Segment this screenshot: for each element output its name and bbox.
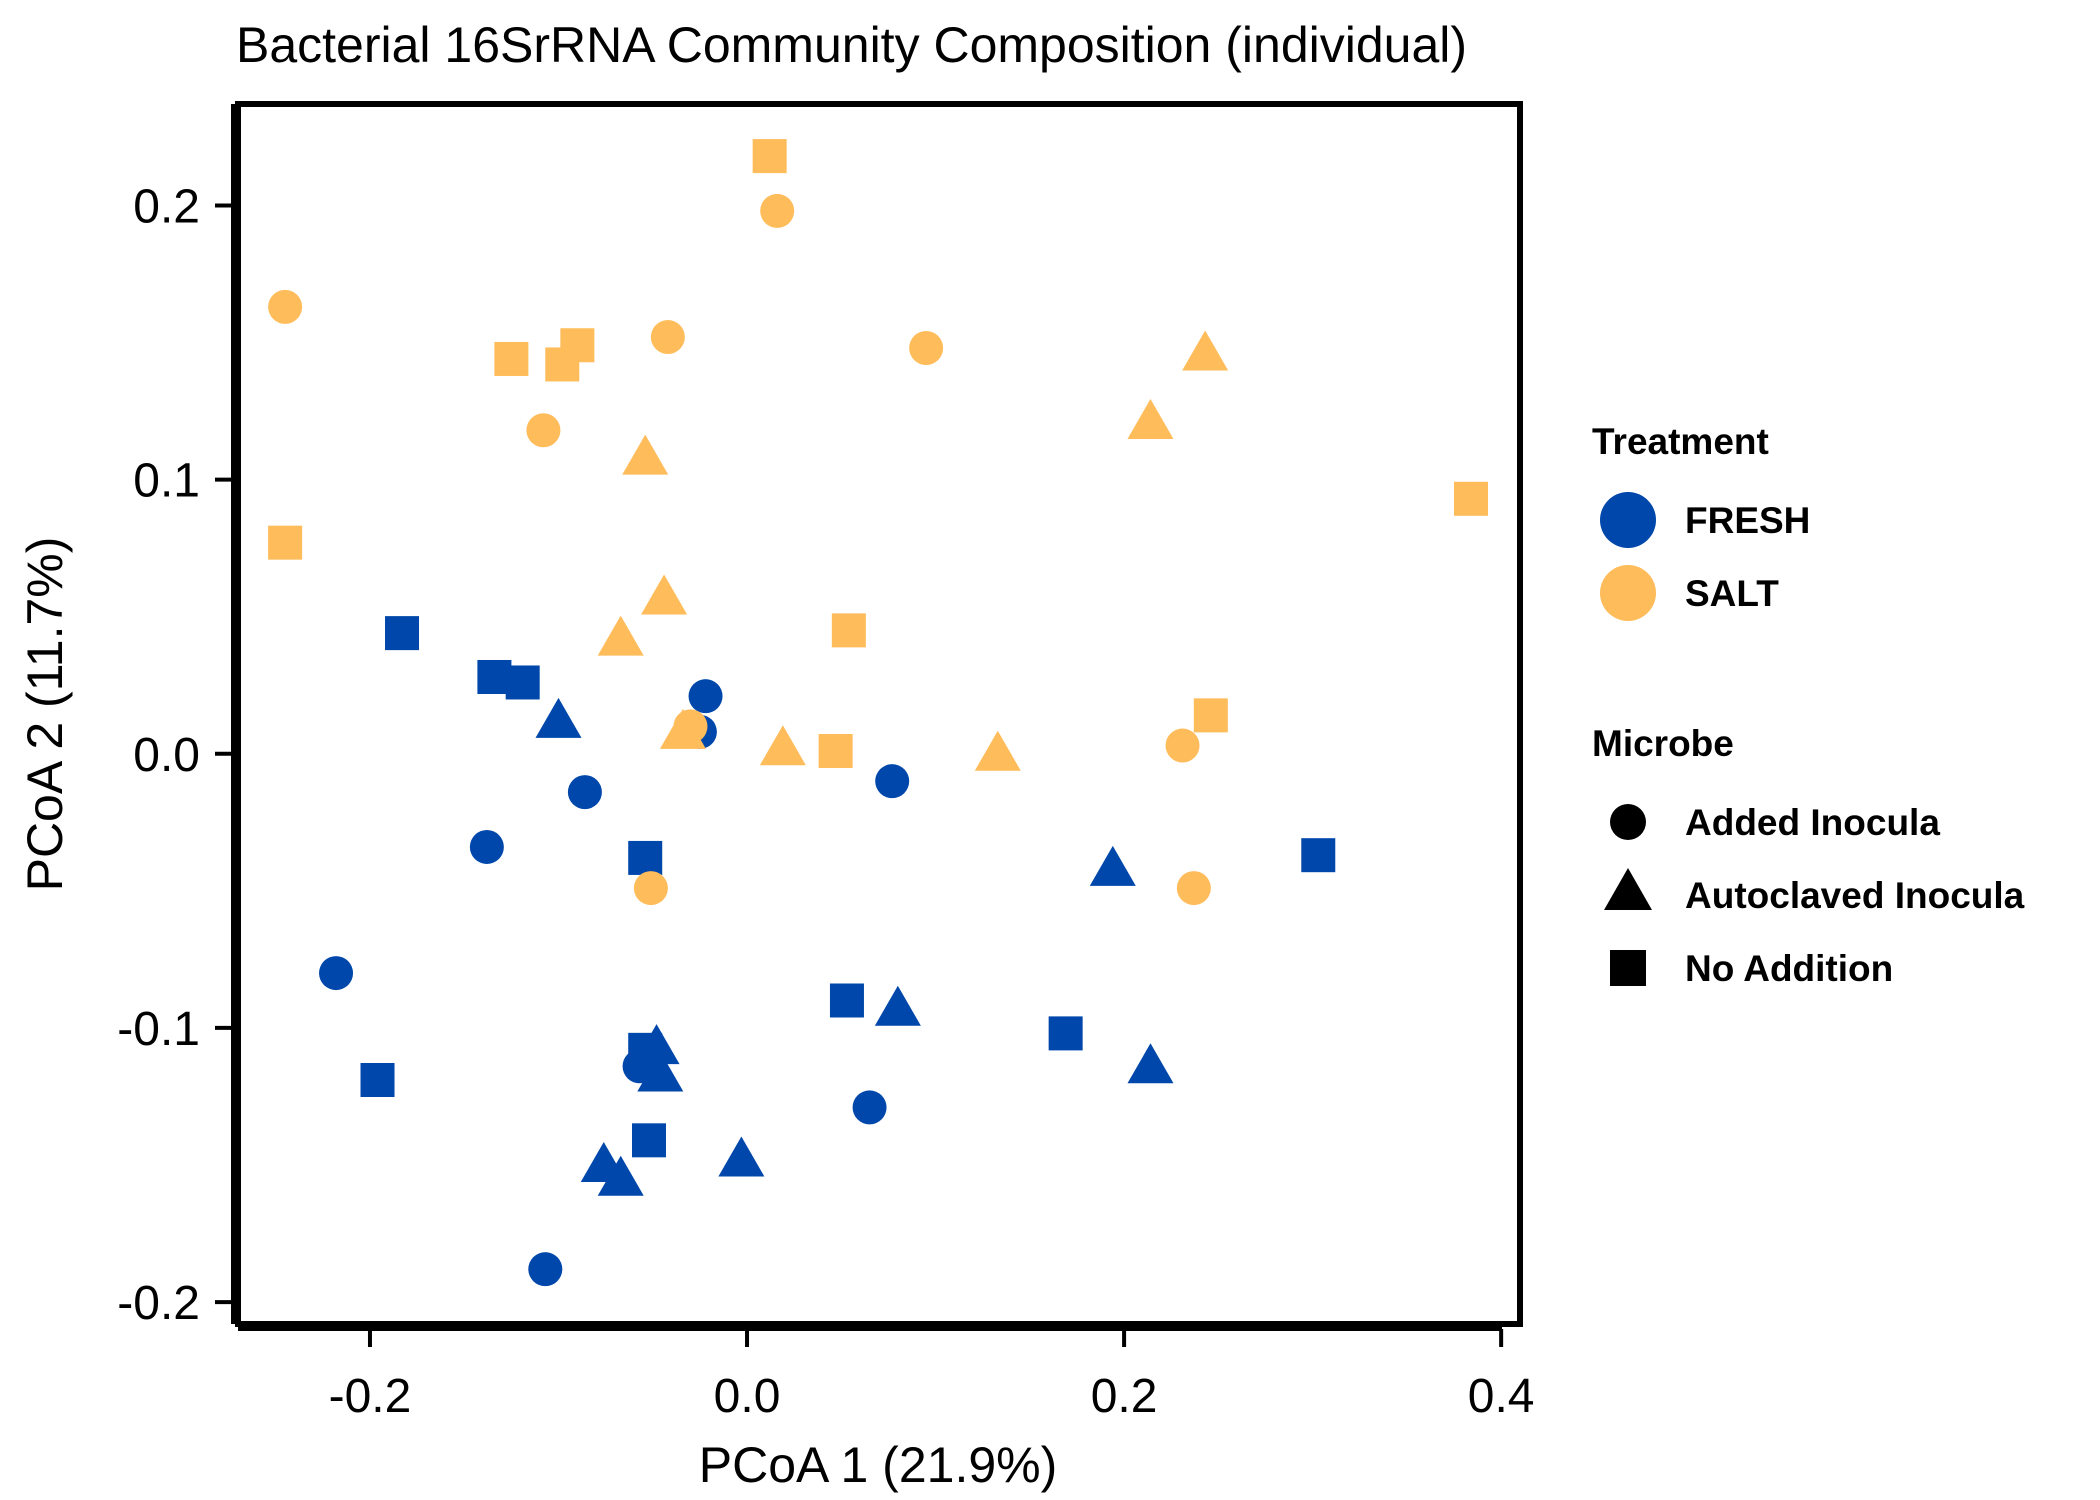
y-tick-label: -0.1 [117, 1003, 200, 1056]
salt-autoclaved-inocula-point [622, 434, 669, 475]
fresh-no-addition-point [1301, 838, 1336, 873]
salt-added-inocula-point [1165, 728, 1200, 763]
fresh-no-addition-point [385, 616, 420, 651]
data-points [268, 139, 1488, 1287]
salt-added-inocula-point [650, 320, 685, 355]
legend-fresh-swatch [1600, 492, 1656, 548]
legend-salt-label: SALT [1685, 573, 1779, 614]
fresh-no-addition-point [505, 665, 540, 700]
x-tick-label: 0.0 [714, 1370, 781, 1423]
plot-area [235, 101, 1523, 1327]
fresh-no-addition-point [631, 1123, 666, 1158]
salt-no-addition-point [1193, 698, 1228, 733]
legend-added-inocula-label: Added Inocula [1685, 802, 1940, 843]
fresh-added-inocula-point [875, 764, 910, 799]
salt-no-addition-point [494, 341, 529, 376]
fresh-autoclaved-inocula-point [1089, 845, 1136, 886]
chart-title: Bacterial 16SrRNA Community Composition … [236, 17, 1467, 73]
salt-no-addition-point [560, 328, 595, 363]
legend-title-treatment: Treatment [1592, 421, 1769, 462]
x-tick-label: 0.2 [1091, 1370, 1158, 1423]
salt-autoclaved-inocula-point [1182, 330, 1229, 371]
salt-autoclaved-inocula-point [1127, 399, 1174, 440]
y-axis: -0.2 -0.1 0.0 0.1 0.2 [117, 104, 235, 1330]
x-axis-title: PCoA 1 (21.9%) [699, 1437, 1058, 1493]
fresh-autoclaved-inocula-point [637, 1051, 684, 1092]
salt-added-inocula-point [633, 871, 668, 906]
fresh-autoclaved-inocula-point [874, 985, 921, 1026]
y-tick-label: 0.1 [133, 455, 200, 508]
legend-autoclaved-inocula-label: Autoclaved Inocula [1685, 875, 2025, 916]
fresh-added-inocula-point [528, 1252, 563, 1287]
salt-no-addition-point [268, 525, 303, 560]
salt-autoclaved-inocula-point [974, 730, 1021, 771]
salt-added-inocula-point [526, 413, 561, 448]
salt-added-inocula-point [909, 331, 944, 365]
fresh-added-inocula-point [567, 775, 602, 810]
fresh-added-inocula-point [852, 1090, 887, 1125]
x-tick-label: -0.2 [329, 1370, 412, 1423]
fresh-added-inocula-point [469, 829, 504, 864]
salt-added-inocula-point [760, 193, 795, 228]
y-axis-title: PCoA 2 (11.7%) [17, 537, 73, 892]
fresh-autoclaved-inocula-point [718, 1136, 765, 1177]
fresh-no-addition-point [628, 840, 663, 875]
legend-no-addition-swatch [1610, 950, 1646, 986]
legend-no-addition-label: No Addition [1685, 948, 1893, 989]
legend-title-microbe: Microbe [1592, 723, 1734, 764]
salt-no-addition-point [752, 139, 787, 174]
legend-added-inocula-swatch [1610, 804, 1646, 840]
salt-added-inocula-point [268, 289, 303, 324]
salt-no-addition-point [831, 613, 866, 648]
fresh-no-addition-point [628, 1032, 663, 1067]
fresh-autoclaved-inocula-point [597, 1155, 644, 1196]
legend-autoclaved-inocula-swatch [1604, 868, 1652, 910]
fresh-autoclaved-inocula-point [535, 697, 582, 738]
salt-added-inocula-point [1176, 871, 1211, 906]
legend: Treatment FRESH SALT Microbe Added Inocu… [1592, 421, 2025, 989]
fresh-added-inocula-point [319, 956, 354, 991]
salt-autoclaved-inocula-point [659, 708, 706, 749]
salt-no-addition-point [1453, 481, 1488, 516]
salt-autoclaved-inocula-point [641, 574, 688, 615]
salt-autoclaved-inocula-point [597, 615, 644, 656]
legend-fresh-label: FRESH [1685, 500, 1810, 541]
x-tick-label: 0.4 [1468, 1370, 1535, 1423]
y-tick-label: 0.2 [133, 180, 200, 233]
x-axis: -0.2 0.0 0.2 0.4 [238, 1327, 1535, 1423]
legend-salt-swatch [1600, 565, 1656, 621]
salt-autoclaved-inocula-point [759, 725, 806, 766]
fresh-added-inocula-point [688, 679, 723, 714]
fresh-no-addition-point [829, 983, 864, 1018]
fresh-autoclaved-inocula-point [1127, 1043, 1174, 1084]
salt-no-addition-point [818, 734, 853, 769]
plot-border [235, 101, 1523, 1327]
fresh-no-addition-point [360, 1063, 395, 1097]
fresh-no-addition-point [1048, 1016, 1083, 1051]
y-tick-label: 0.0 [133, 729, 200, 782]
y-tick-label: -0.2 [117, 1277, 200, 1330]
